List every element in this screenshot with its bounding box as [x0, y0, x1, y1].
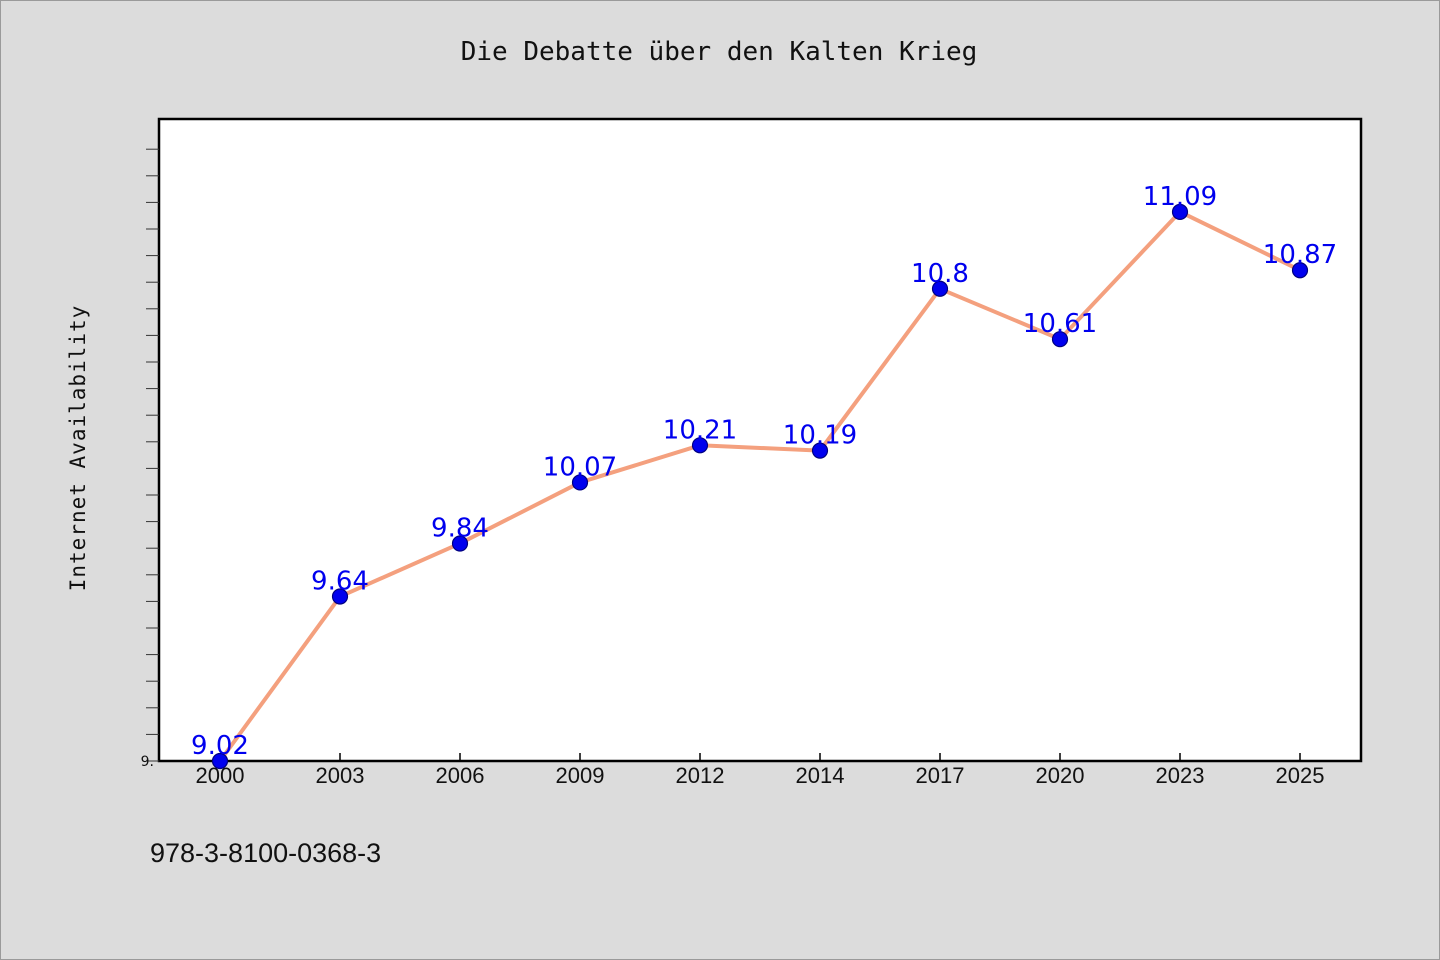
data-point: [691, 437, 709, 454]
data-label: 9.84: [431, 513, 489, 543]
data-point: [331, 588, 349, 605]
series-line: [218, 209, 1301, 763]
data-label: 11.09: [1143, 182, 1217, 212]
x-tick-label: 2017: [916, 763, 965, 788]
data-point: [1291, 262, 1309, 279]
x-tick-label: 2023: [1156, 763, 1205, 788]
data-point: [211, 752, 229, 770]
data-point: [931, 280, 949, 297]
x-axis-ticks: 2000 2003 2006 2009 2012 2014 2017 2020 2023 2025: [196, 753, 1325, 788]
y-axis-ticks: [146, 148, 159, 762]
chart-title: Die Debatte über den Kalten Krieg: [461, 37, 978, 67]
data-label: 10.19: [783, 421, 857, 451]
data-labels: 9.02 9.64 9.84 10.07 10.21 10.19 10.8 10.61 11.0…: [191, 182, 1337, 761]
x-tick-label: 2025: [1276, 763, 1325, 788]
x-tick-label: 2009: [556, 763, 605, 788]
x-tick-label: 2003: [316, 763, 365, 788]
data-label: 10.87: [1263, 240, 1337, 270]
data-point: [451, 535, 469, 552]
data-label: 10.21: [663, 415, 737, 445]
x-tick-label: 2012: [676, 763, 725, 788]
isbn-footer: 978-3-8100-0368-3: [150, 838, 381, 868]
data-label: 10.8: [911, 259, 969, 289]
x-tick-label: 2020: [1036, 763, 1085, 788]
plot-area: [157, 117, 1363, 763]
x-tick-label: 2006: [436, 763, 485, 788]
series-markers: [211, 203, 1309, 770]
data-point: [811, 442, 829, 459]
data-point: [1171, 203, 1189, 220]
data-label: 9.02: [191, 731, 249, 761]
data-point: [1051, 331, 1069, 348]
data-label: 9.64: [311, 567, 369, 597]
data-label: 10.07: [543, 452, 617, 482]
x-tick-label: 2014: [796, 763, 845, 788]
y-tick-label: 9.: [141, 754, 154, 770]
y-axis-label: Internet Availability: [66, 305, 90, 592]
data-point: [571, 474, 589, 491]
data-label: 10.61: [1023, 309, 1097, 339]
